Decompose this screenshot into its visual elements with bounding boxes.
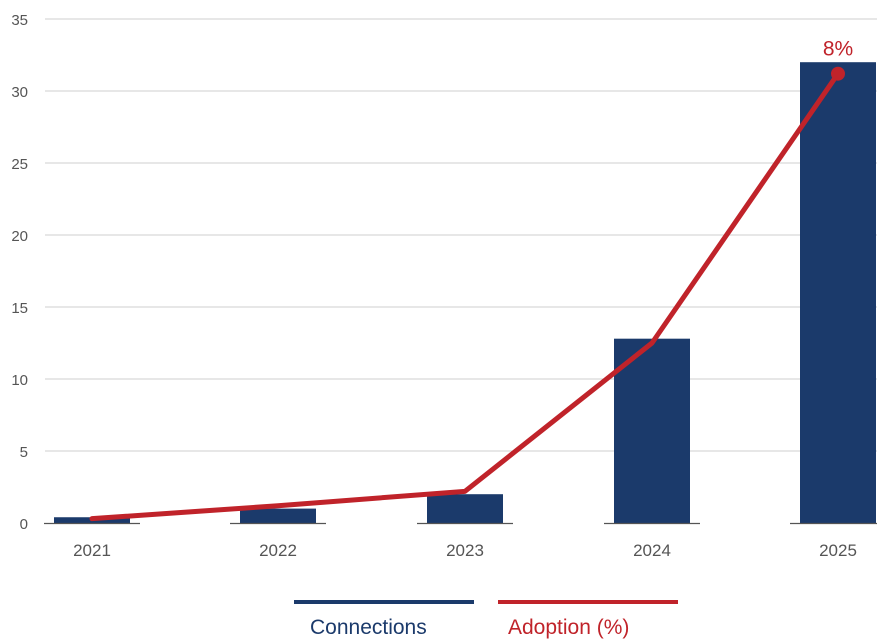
adoption-end-marker xyxy=(831,66,845,81)
y-tick-label: 25 xyxy=(11,156,28,173)
legend-label-connections: Connections xyxy=(310,616,427,639)
y-tick-label: 30 xyxy=(11,84,28,101)
bar-2023 xyxy=(427,494,503,523)
legend-swatch-connections xyxy=(294,600,474,604)
annotation: 8% xyxy=(823,38,853,81)
legend: Connections Adoption (%) xyxy=(0,596,877,639)
y-tick-label: 35 xyxy=(11,12,28,29)
y-axis-ticks: 0 5 10 15 20 25 30 35 xyxy=(11,12,28,533)
legend-swatch-adoption xyxy=(498,600,678,604)
adoption-line xyxy=(89,71,841,522)
x-tick-label: 2021 xyxy=(73,541,111,560)
x-tick-label: 2025 xyxy=(819,541,857,560)
y-tick-label: 0 xyxy=(20,516,28,533)
annotation-label: 8% xyxy=(823,38,853,61)
bar-2024 xyxy=(614,338,690,523)
connections-bars xyxy=(54,62,876,523)
bar-2022 xyxy=(240,508,316,523)
y-tick-label: 15 xyxy=(11,300,28,317)
adoption-line-path xyxy=(89,71,841,522)
y-tick-label: 10 xyxy=(11,372,28,389)
x-tick-label: 2023 xyxy=(446,541,484,560)
bar-2025 xyxy=(800,62,876,523)
y-tick-label: 5 xyxy=(20,444,28,461)
legend-label-adoption: Adoption (%) xyxy=(508,616,630,639)
x-axis: 2021 2022 2023 2024 2025 xyxy=(44,522,877,560)
y-tick-label: 20 xyxy=(11,228,28,245)
x-tick-label: 2024 xyxy=(633,541,671,560)
x-tick-label: 2022 xyxy=(259,541,297,560)
gridlines xyxy=(45,18,877,452)
